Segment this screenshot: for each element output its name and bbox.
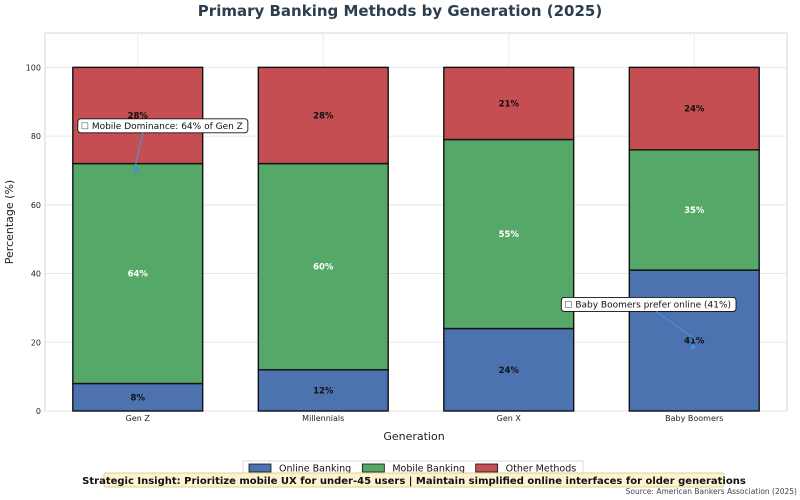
- y-tick-label: 20: [31, 338, 41, 347]
- y-tick-label: 60: [31, 201, 41, 210]
- bars: 8% 64% 28% 12% 60% 28% 24% 55% 21% 41% 35% 24%: [72, 66, 760, 412]
- legend-swatch: [248, 463, 272, 473]
- bar-segment: [257, 66, 389, 165]
- bar-value-label: 28%: [313, 111, 334, 121]
- bar-value-label: 64%: [128, 270, 149, 280]
- legend: Online Banking Mobile Banking Other Method…: [242, 460, 584, 476]
- bar-segment: [257, 369, 389, 412]
- bar-value-label: 28%: [128, 111, 149, 121]
- bar-value-label: 21%: [499, 99, 520, 109]
- bar-segment: [443, 66, 575, 141]
- source-note: Source: American Bankers Association (20…: [626, 487, 797, 496]
- bar-segment: [72, 66, 204, 165]
- bar-segment: [257, 162, 389, 371]
- bar-value-label: 41%: [684, 337, 705, 347]
- annotation-box: [77, 118, 249, 134]
- bar-value-label: 24%: [499, 366, 520, 376]
- chart-title: Primary Banking Methods by Generation (2…: [198, 2, 602, 20]
- bar-value-label: 35%: [684, 206, 705, 216]
- y-axis-ticks: 0 20 40 60 80 100: [26, 63, 41, 416]
- y-tick-label: 0: [36, 407, 41, 416]
- bar-segment: [628, 66, 760, 151]
- legend-entry: Mobile Banking: [392, 464, 465, 475]
- annotation-arrowhead: [133, 166, 140, 174]
- bar-value-label: 55%: [499, 230, 520, 240]
- bar-value-label: 8%: [131, 393, 146, 403]
- bar-value-label: 24%: [684, 105, 705, 115]
- legend-entry: Other Methods: [506, 464, 577, 475]
- bar-segment: [443, 138, 575, 330]
- x-tick-label: Gen X: [497, 414, 522, 423]
- x-tick-label: Millennials: [302, 414, 344, 423]
- legend-swatch: [475, 463, 499, 473]
- y-tick-label: 80: [31, 132, 41, 141]
- annotation-marker-icon: [564, 301, 572, 308]
- annotation-box: [560, 297, 737, 312]
- bar-value-label: 12%: [313, 386, 334, 396]
- annotation-arrow: [655, 310, 695, 340]
- legend-swatch: [361, 463, 385, 473]
- annotation-arrowhead: [690, 343, 697, 351]
- y-tick-label: 100: [26, 63, 41, 72]
- bar-segment: [443, 327, 575, 412]
- x-axis-label: Generation: [383, 430, 444, 443]
- annotation: Mobile Dominance: 64% of Gen Z: [77, 118, 249, 174]
- annotation: Baby Boomers prefer online (41%): [560, 297, 737, 351]
- x-tick-label: Gen Z: [126, 414, 151, 423]
- y-tick-label: 40: [31, 270, 41, 279]
- insight-box: [103, 472, 725, 488]
- legend-entry: Online Banking: [279, 464, 351, 475]
- x-tick-label: Baby Boomers: [665, 414, 723, 423]
- strategic-insight: Strategic Insight: Prioritize mobile UX …: [82, 476, 746, 487]
- bar-value-label: 60%: [313, 263, 334, 273]
- y-axis-label: Percentage (%): [3, 180, 16, 264]
- annotation-marker-icon: [81, 122, 89, 130]
- annotation-text: Baby Boomers prefer online (41%): [575, 300, 731, 310]
- annotation-arrow: [133, 132, 144, 174]
- x-axis-ticks: Gen Z Millennials Gen X Baby Boomers: [126, 414, 724, 423]
- annotations: Mobile Dominance: 64% of Gen Z Baby Boome…: [77, 118, 737, 351]
- bar-segment: [628, 149, 760, 271]
- annotation-text: Mobile Dominance: 64% of Gen Z: [92, 122, 243, 132]
